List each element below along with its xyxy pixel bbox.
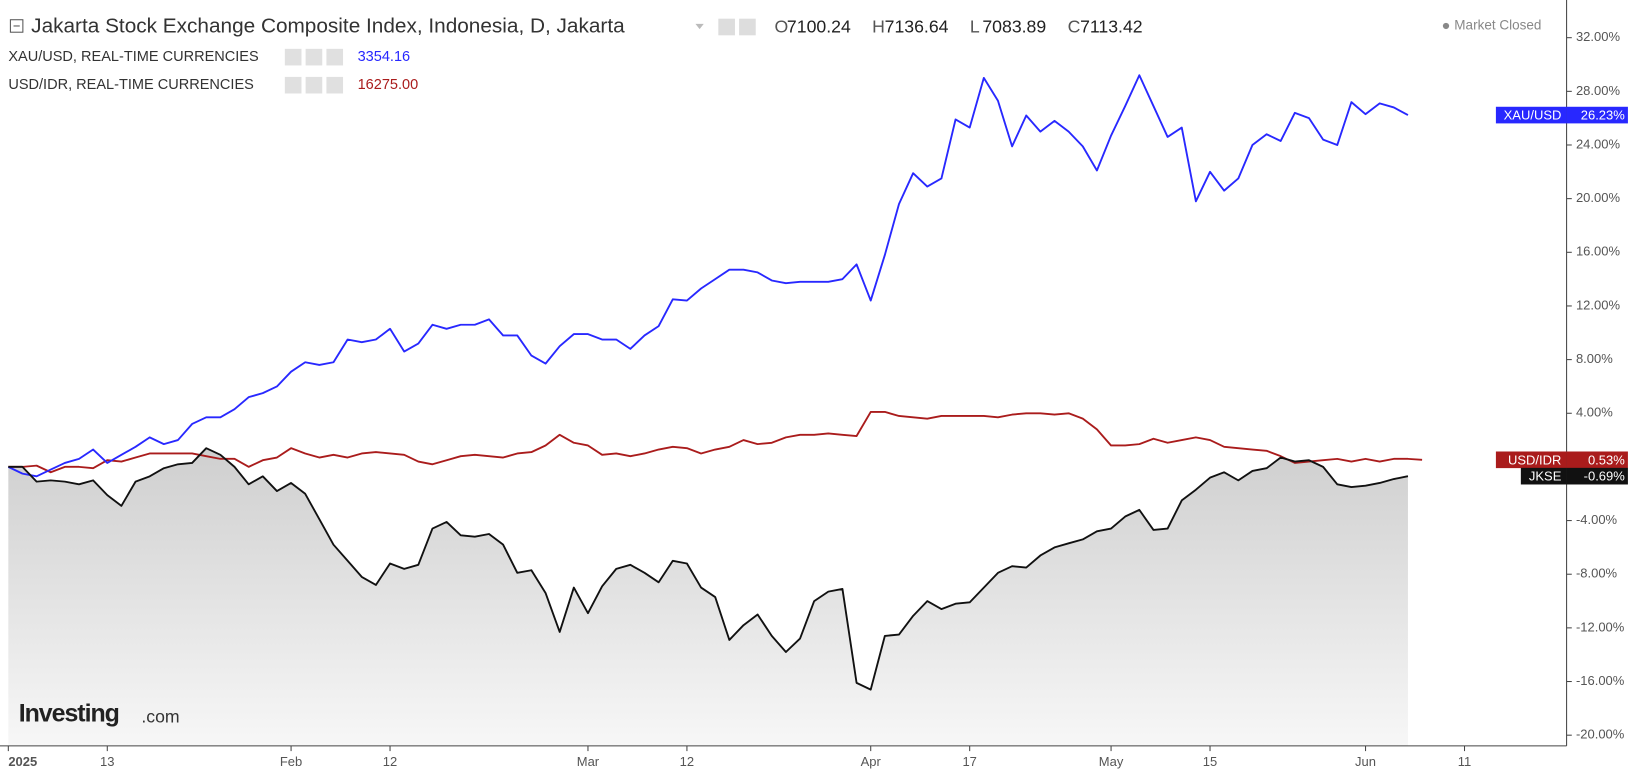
plot-area: [7, 74, 1423, 746]
x-tick-label: Mar: [577, 754, 600, 769]
legend-icon[interactable]: [326, 76, 344, 94]
end-tag-name: USD/IDR: [1508, 452, 1561, 467]
line: [8, 410, 1423, 474]
chart-title: Jakarta Stock Exchange Composite Index, …: [31, 14, 625, 37]
x-tick-label: 15: [1203, 754, 1217, 769]
legend-name: XAU/USD, REAL-TIME CURRENCIES: [8, 49, 259, 65]
area: [8, 448, 1408, 746]
legend-value: 3354.16: [358, 49, 411, 65]
y-tick-label: 16.00%: [1576, 244, 1621, 259]
logo: Investing .com: [19, 699, 180, 727]
x-tick-label: 11: [1458, 754, 1471, 769]
ohlc-letter: H: [872, 17, 885, 37]
y-tick-label: 28.00%: [1576, 83, 1621, 98]
end-tag-name-box: [1495, 451, 1567, 469]
ohlc-value: 7100.24: [787, 17, 851, 37]
y-tick-label: -4.00%: [1576, 512, 1618, 527]
y-tick-label: -8.00%: [1576, 566, 1618, 581]
x-tick-label: Apr: [861, 754, 882, 769]
end-tag-value-box: [1566, 451, 1628, 469]
collapse-icon[interactable]: [9, 19, 24, 33]
end-tag: JKSE -0.69%: [1520, 467, 1628, 485]
end-tag-value: -0.69%: [1584, 469, 1626, 484]
legend-icon[interactable]: [305, 48, 323, 66]
y-tick-label: 24.00%: [1576, 136, 1621, 151]
legend-icon[interactable]: [326, 48, 344, 66]
y-tick-label: 12.00%: [1576, 297, 1621, 312]
ohlc-letter: L: [970, 17, 980, 37]
ohlc-letter: O: [774, 17, 788, 37]
y-tick-label: -12.00%: [1576, 619, 1625, 634]
end-tag-name-box: [1520, 467, 1567, 485]
legend-icon[interactable]: [305, 76, 323, 94]
status-dot: [1442, 22, 1450, 30]
legend: XAU/USD, REAL-TIME CURRENCIES 3354.16 USD/…: [8, 48, 419, 94]
ohlc-letter: C: [1068, 17, 1081, 37]
legend-value: 16275.00: [358, 77, 419, 93]
x-tick-label: 13: [100, 754, 114, 769]
dropdown-arrow[interactable]: [695, 23, 704, 30]
y-tick-label: -16.00%: [1576, 673, 1625, 688]
y-tick-label: 32.00%: [1576, 29, 1621, 44]
end-tag-name: JKSE: [1529, 469, 1562, 484]
y-tick-label: -20.00%: [1576, 727, 1625, 742]
y-tick-label: 4.00%: [1576, 405, 1613, 420]
end-tag-value-box: [1566, 106, 1628, 124]
end-tag-value: 26.23%: [1581, 108, 1626, 123]
end-tag-name: XAU/USD: [1504, 108, 1562, 123]
settings-icon[interactable]: [718, 18, 735, 36]
end-tag: XAU/USD 26.23%: [1495, 106, 1628, 124]
end-tag-name-box: [1495, 106, 1567, 124]
end-tag-value-box: [1566, 467, 1628, 485]
x-tick-label: 17: [962, 754, 976, 769]
legend-icon[interactable]: [284, 76, 302, 94]
legend-name: USD/IDR, REAL-TIME CURRENCIES: [8, 77, 254, 93]
end-tag: USD/IDR 0.53%: [1495, 451, 1628, 469]
line: [8, 447, 1409, 691]
market-status: Market Closed: [1454, 18, 1541, 33]
end-tag-value: 0.53%: [1588, 452, 1625, 467]
y-tick-label: 8.00%: [1576, 351, 1613, 366]
x-tick-label: 12: [680, 754, 694, 769]
axes: 32.00% 28.00% 24.00% 20.00% 16.00% 12.00% 8.00…: [7, 29, 1628, 769]
y-tick-label: 20.00%: [1576, 190, 1621, 205]
legend-icon[interactable]: [284, 48, 302, 66]
x-tick-label: Feb: [280, 754, 302, 769]
ohlc-value: 7113.42: [1080, 17, 1143, 37]
ohlc-value: 7083.89: [982, 17, 1046, 37]
x-tick-label: 12: [383, 754, 397, 769]
line: [7, 74, 1409, 478]
logo-suffix: .com: [141, 707, 179, 727]
settings-icon[interactable]: [739, 18, 756, 36]
x-tick-label: 2025: [8, 754, 37, 769]
x-tick-label: May: [1099, 754, 1124, 769]
ohlc-value: 7136.64: [885, 17, 949, 37]
logo-text: Investing: [19, 699, 119, 727]
x-tick-label: Jun: [1355, 754, 1376, 769]
